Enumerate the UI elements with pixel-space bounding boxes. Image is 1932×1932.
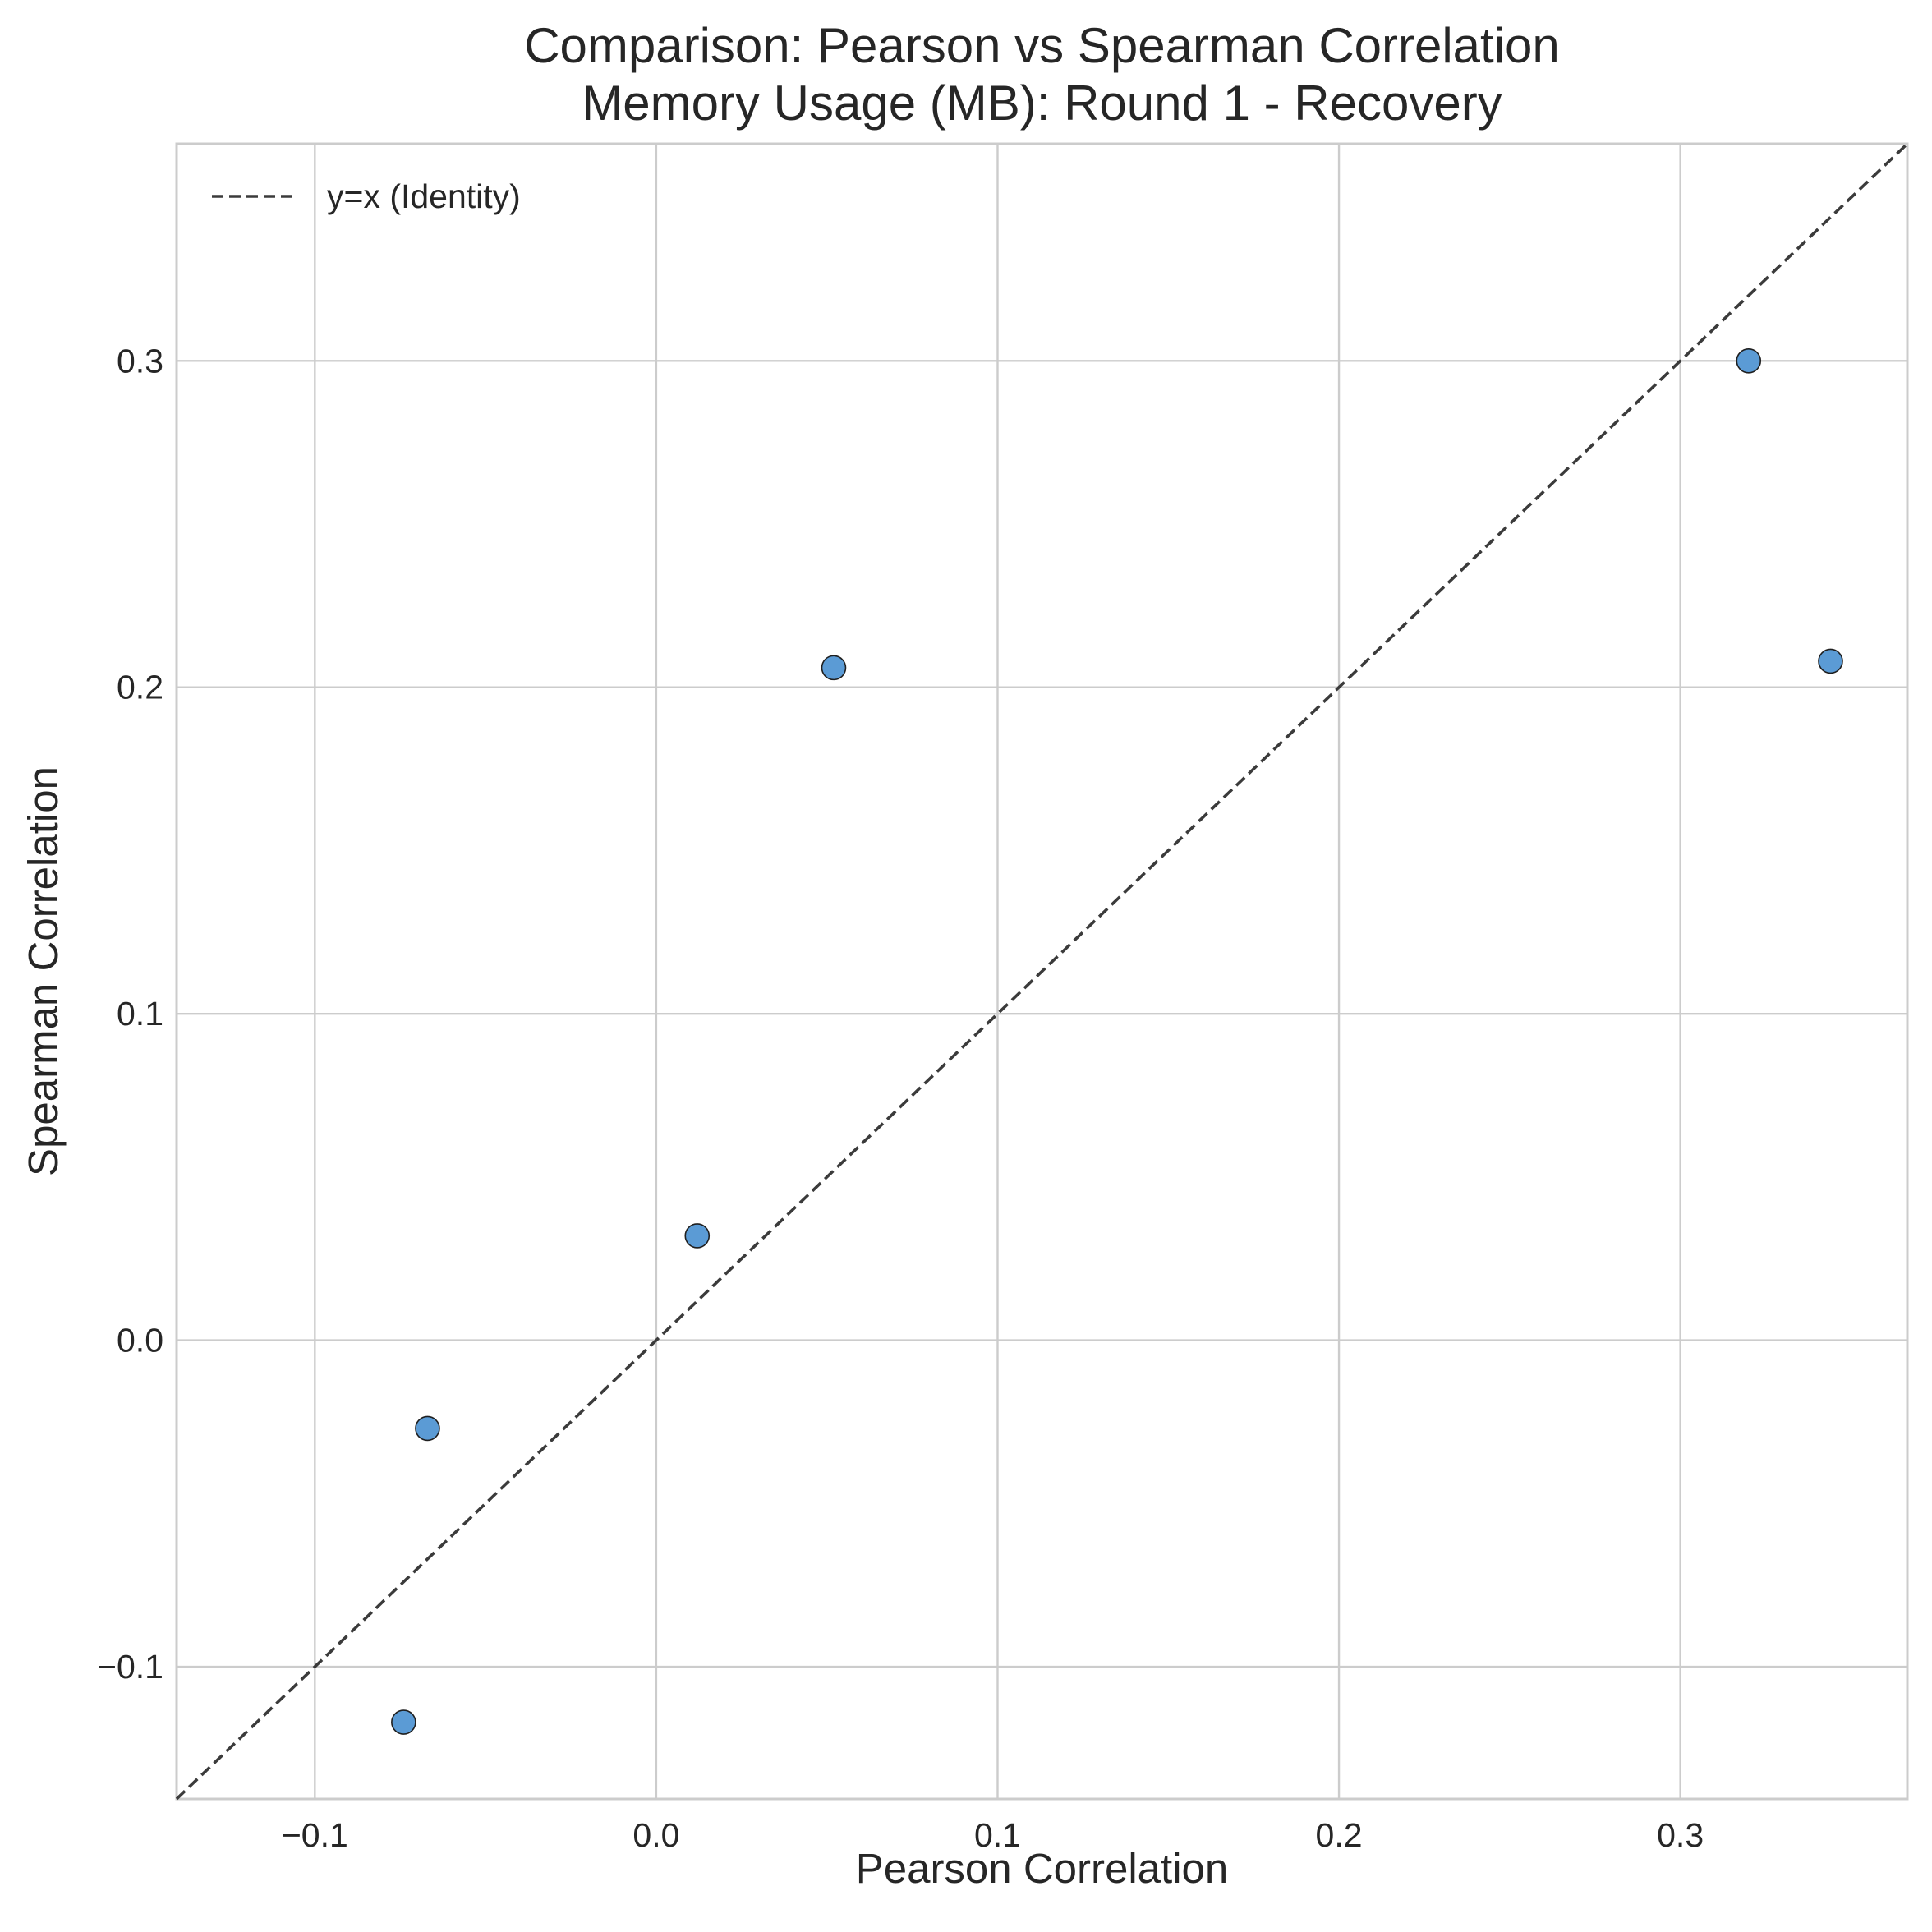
- data-point-3: [821, 655, 847, 681]
- plot-border: [175, 142, 1909, 1801]
- data-point-0: [391, 1709, 416, 1735]
- chart-title-line-1: Comparison: Pearson vs Spearman Correlat…: [524, 18, 1560, 73]
- legend: y=x (Identity): [212, 177, 521, 215]
- data-point-4: [1736, 347, 1762, 374]
- x-axis-label: Pearson Correlation: [856, 1845, 1229, 1892]
- x-tick-labels: −0.1 0.0 0.1 0.2 0.3: [282, 1816, 1704, 1854]
- y-tick-labels: −0.1 0.0 0.1 0.2 0.3: [97, 342, 163, 1686]
- identity-line-group: [175, 142, 1909, 1801]
- legend-label: y=x (Identity): [327, 177, 521, 215]
- chart-title-line-2: Memory Usage (MB): Round 1 - Recovery: [582, 76, 1502, 131]
- data-point-1: [415, 1415, 440, 1442]
- grid: [177, 144, 1907, 1799]
- x-tick-label-4: 0.3: [1657, 1816, 1704, 1854]
- y-tick-label-3: 0.2: [117, 669, 163, 706]
- y-tick-label-1: 0.0: [117, 1322, 163, 1359]
- x-tick-label-0: −0.1: [282, 1816, 348, 1854]
- plot-frame: [175, 142, 1909, 1801]
- data-points: [391, 347, 1843, 1735]
- y-tick-label-2: 0.1: [117, 995, 163, 1033]
- data-point-5: [1818, 648, 1843, 674]
- y-tick-label-0: −0.1: [97, 1648, 163, 1686]
- x-tick-label-3: 0.2: [1316, 1816, 1363, 1854]
- y-tick-label-4: 0.3: [117, 342, 163, 380]
- x-tick-label-2: 0.1: [974, 1816, 1021, 1854]
- x-tick-label-1: 0.0: [632, 1816, 679, 1854]
- data-point-2: [684, 1223, 711, 1249]
- y-axis-label: Spearman Correlation: [20, 766, 67, 1176]
- identity-line: [175, 142, 1909, 1801]
